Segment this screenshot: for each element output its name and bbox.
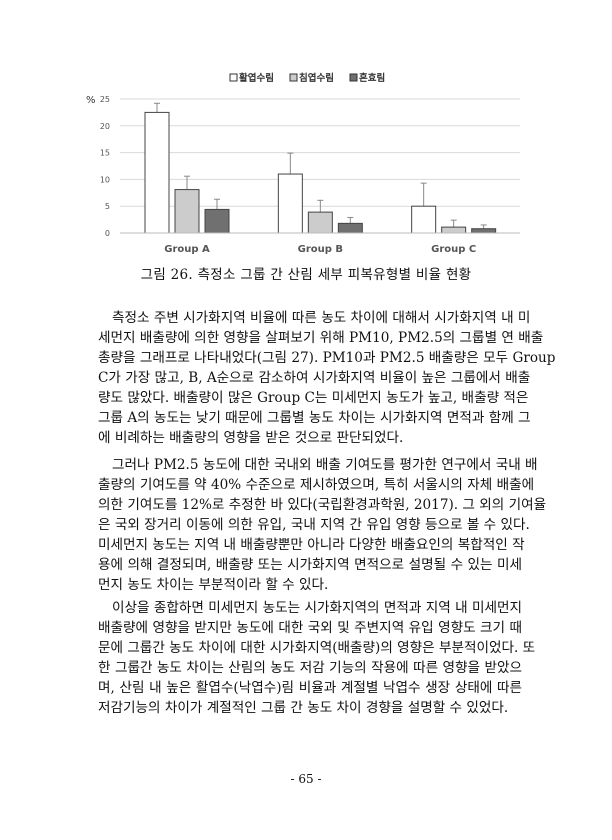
bar-활엽수림 <box>277 173 303 234</box>
text-line: 은 국외 장거리 이동에 의한 유입, 국내 지역 간 유입 영향 등으로 볼 … <box>98 517 530 533</box>
legend-swatch <box>229 73 238 82</box>
text-line: 한 그룹간 농도 차이는 산림의 농도 저감 기능의 작용에 따른 영향을 받았… <box>98 660 522 676</box>
text-line: 에 비례하는 배출량의 영향을 받은 것으로 판단되었다. <box>98 430 404 446</box>
paragraph: 그러나 PM2.5 농도에 대한 국내외 배출 기여도를 평가한 연구에서 국내… <box>98 455 547 595</box>
text-line: 며, 산림 내 높은 활엽수(낙엽수)림 비율과 계절별 낙엽수 생장 상태에 … <box>98 680 522 696</box>
text-line: 그러나 PM2.5 농도에 대한 국내외 배출 기여도를 평가한 연구에서 국내… <box>112 457 538 473</box>
legend-swatch <box>349 73 358 82</box>
legend-label: 혼효림 <box>359 72 385 84</box>
bar-침엽수림 <box>174 189 200 234</box>
y-tick-label: 10 <box>100 175 110 184</box>
figure-caption: 그림 26. 측정소 그룹 간 산림 세부 피복유형별 비율 현황 <box>140 267 472 283</box>
x-tick-label: Group A <box>164 244 210 255</box>
text-line: C가 가장 많고, B, A순으로 감소하여 시가화지역 비율이 높은 그룹에서… <box>98 370 531 386</box>
page-number: - 65 - <box>290 772 322 786</box>
y-tick-label: 20 <box>100 122 110 131</box>
text-line: 용에 의해 결정되며, 배출량 또는 시가화지역 면적으로 설명될 수 있는 미… <box>98 557 522 573</box>
y-tick-label: 0 <box>105 229 110 238</box>
legend-label: 활엽수림 <box>239 72 274 84</box>
y-tick-label: 5 <box>105 202 110 211</box>
text-line: 문에 그룹간 농도 차이에 대한 시가화지역(배출량)의 영향은 부분적이었다.… <box>98 640 536 656</box>
bar-침엽수림 <box>441 226 467 234</box>
text-line: 세먼지 배출량에 의한 영향을 살펴보기 위해 PM10, PM2.5의 그룹별… <box>98 330 544 346</box>
text-line: 측정소 주변 시가화지역 비율에 따른 농도 차이에 대해서 시가화지역 내 미 <box>112 310 531 326</box>
bar-침엽수림 <box>307 211 333 234</box>
text-line: 의한 기여도를 12%로 추정한 바 있다(국립환경과학원, 2017). 그 … <box>98 497 547 513</box>
text-line: 출량의 기여도를 약 40% 수준으로 제시하였으며, 특히 서울시의 자체 배… <box>98 477 535 493</box>
bar-활엽수림 <box>144 111 170 234</box>
text-line: 먼지 농도 차이는 부분적이라 할 수 있다. <box>98 577 329 593</box>
legend-swatch <box>289 73 298 82</box>
x-tick-label: Group B <box>298 244 343 255</box>
bar-혼효림 <box>204 208 230 234</box>
y-tick-label: 15 <box>100 149 110 158</box>
text-line: 량도 많았다. 배출량이 많은 Group C는 미세먼지 농도가 높고, 배출… <box>98 390 529 406</box>
y-tick-label: 25 <box>100 95 110 104</box>
paragraph: 측정소 주변 시가화지역 비율에 따른 농도 차이에 대해서 시가화지역 내 미… <box>98 308 556 448</box>
y-axis-label: % <box>86 95 96 106</box>
bar-활엽수림 <box>411 205 437 234</box>
text-line: 총량을 그래프로 나타내었다(그림 27). PM10과 PM2.5 배출량은 … <box>98 350 556 366</box>
text-line: 저감기능의 차이가 계절적인 그룹 간 농도 차이 경향을 설명할 수 있었다. <box>98 700 509 716</box>
bar-혼효림 <box>337 222 363 234</box>
bar-chart: 0 5 10 15 20 25% Group A Group B Group C 활엽수림 침엽수림… <box>86 72 520 255</box>
text-line: 배출량에 영향을 받지만 농도에 대한 국외 및 주변지역 유입 영향도 크기 … <box>98 620 522 636</box>
text-line: 미세먼지 농도는 지역 내 배출량뿐만 아니라 다양한 배출요인의 복합적인 작 <box>98 537 525 553</box>
text-line: 이상을 종합하면 미세먼지 농도는 시가화지역의 면적과 지역 내 미세먼지 <box>112 600 522 616</box>
bar-혼효림 <box>471 228 497 234</box>
x-tick-label: Group C <box>431 244 476 255</box>
legend-label: 침엽수림 <box>299 72 334 84</box>
text-line: 그룹 A의 농도는 낮기 때문에 그룹별 농도 차이는 시가화지역 면적과 함께… <box>98 410 531 426</box>
